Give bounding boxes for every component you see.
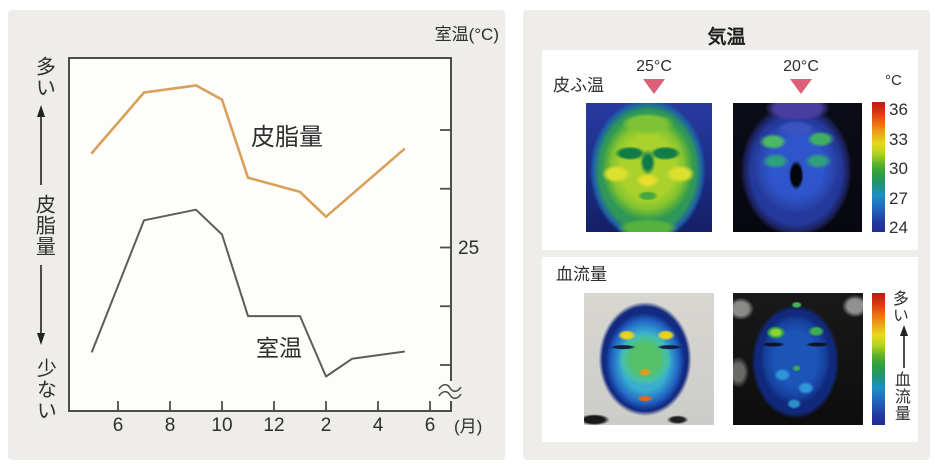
thermal-image-skin-20c — [733, 103, 862, 232]
right-axis-tick-value: 25 — [458, 238, 480, 259]
thermography-panel: 気温 皮ふ温 25°C 20°C °C 36 33 30 27 24 血流量 多い 血流… — [523, 10, 930, 460]
x-tick-label: 2 — [320, 415, 332, 436]
y-axis-high-label: 多い — [32, 56, 55, 98]
down-triangle-marker-25c — [643, 79, 665, 94]
x-tick-label: 6 — [112, 415, 124, 436]
blood-flow-image-25c — [584, 293, 714, 425]
thermal-image-skin-25c — [586, 103, 712, 232]
blood-flow-high-label: 多い — [889, 290, 907, 324]
condition-20c-label: 20°C — [783, 58, 819, 75]
temperature-colorbar — [872, 102, 885, 232]
temp-scale-label: 36 — [889, 100, 908, 119]
up-arrow-icon — [900, 325, 908, 368]
panel-title: 気温 — [707, 27, 746, 48]
blood-flow-box: 血流量 多い 血流量 — [542, 257, 918, 442]
x-tick-label: 8 — [164, 415, 176, 436]
temp-scale-label: 33 — [889, 129, 908, 149]
sebum-chart-panel: 室温(°C) 多い 皮脂量 少ない 皮脂量 室温 25 6 8 10 12 2 4 6 (月… — [8, 10, 505, 460]
y-axis-low-label: 少ない — [33, 358, 56, 421]
x-axis-unit-label: (月) — [454, 417, 483, 436]
sebum-series-label: 皮脂量 — [251, 124, 323, 151]
y-axis-name-label: 皮脂量 — [32, 194, 55, 257]
blood-flow-colorbar — [872, 293, 885, 425]
temp-scale-label: 30 — [889, 159, 908, 178]
down-arrow-icon — [37, 265, 45, 345]
blood-flow-axis-label: 血流量 — [891, 371, 909, 422]
blood-flow-image-20c — [733, 293, 863, 425]
colorbar-unit-label: °C — [885, 72, 902, 89]
x-tick-label: 4 — [372, 415, 384, 436]
right-axis-title: 室温(°C) — [434, 25, 499, 44]
skin-temp-label: 皮ふ温 — [553, 76, 604, 95]
skin-temperature-box: 皮ふ温 25°C 20°C °C 36 33 30 27 24 — [542, 50, 918, 250]
x-tick-label: 12 — [263, 415, 285, 436]
temp-scale-label: 27 — [889, 188, 908, 208]
colorbar-tick-labels: 36 33 30 27 24 — [889, 101, 908, 249]
x-tick-label: 6 — [424, 415, 436, 436]
temp-scale-label: 24 — [889, 218, 908, 237]
x-tick-label: 10 — [211, 415, 233, 436]
up-arrow-icon — [37, 105, 45, 185]
down-triangle-marker-20c — [790, 79, 812, 94]
room-temp-series-label: 室温 — [256, 335, 302, 361]
condition-25c-label: 25°C — [636, 58, 672, 75]
blood-flow-label: 血流量 — [556, 265, 607, 284]
